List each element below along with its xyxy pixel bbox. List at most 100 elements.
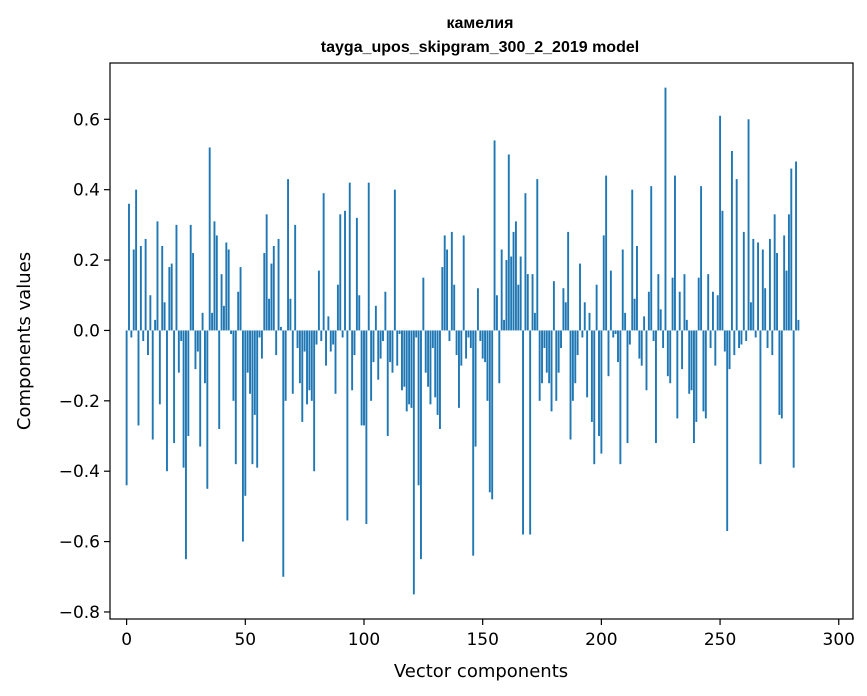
bar [647,291,650,331]
bar [600,330,603,454]
bar [467,330,470,338]
bar [761,249,764,331]
y-tick-label: −0.6 [59,533,100,553]
bar [555,330,558,401]
y-tick-label: −0.8 [59,603,100,623]
bar [783,235,786,331]
bar [602,235,605,331]
bar [619,330,622,465]
bar [764,288,767,331]
bar [170,263,173,331]
bar [258,330,261,338]
bar [291,330,294,394]
y-tick-label: 0.6 [73,110,100,130]
bar [707,274,710,331]
bar [130,330,133,338]
bar [132,249,135,331]
bar [206,330,209,489]
bar [370,330,373,401]
bar [505,260,508,331]
bar [759,330,762,465]
bar [790,168,793,331]
bar [655,330,657,444]
bar [251,330,254,465]
bar [541,330,543,384]
bar [628,330,631,345]
bar [671,277,674,331]
bar [249,330,251,394]
chart-subtitle: tayga_upos_skipgram_300_2_2019 model [321,39,639,56]
bar [745,330,748,341]
bar [458,330,460,408]
bar [488,330,491,493]
bar [149,295,152,331]
bar [142,330,145,341]
bar [766,330,769,349]
bar [422,277,425,331]
bar [476,288,479,331]
bar [450,231,453,331]
bar [218,330,221,429]
bar [495,295,498,331]
bar [189,224,192,331]
y-tick-label: 0.2 [73,251,100,271]
bar [201,312,204,331]
bar [740,330,743,345]
bar [196,330,199,352]
bar [230,330,233,334]
bar [517,284,520,331]
bar [780,330,783,419]
bar [441,267,444,331]
bar [533,312,536,331]
bar [244,330,247,496]
bar [351,330,354,391]
x-tick-label: 150 [466,630,498,650]
bar [524,193,527,331]
bar [510,256,513,331]
bar [688,330,691,394]
bar [700,186,703,331]
bar [220,274,223,331]
bar [564,302,567,331]
x-tick-label: 300 [823,630,855,650]
bar [787,214,790,331]
bar [424,330,427,373]
bar [420,330,422,560]
bar [657,274,660,331]
bar [355,217,358,331]
bar [446,249,449,331]
bar [213,221,216,331]
bar [678,291,681,331]
bar [263,253,266,331]
bar [225,242,228,331]
bar [776,253,778,331]
bar [410,330,413,408]
bar [571,330,574,401]
bar [562,288,565,331]
bar [306,330,308,405]
bar [773,214,776,331]
bar [507,154,510,331]
bar [265,214,268,331]
bar [609,270,612,331]
bar [128,203,130,331]
bar [204,330,206,384]
bar [716,295,719,331]
bar [384,291,387,331]
bar [486,330,489,401]
bar [237,291,240,331]
bar [771,330,774,356]
x-tick-label: 50 [234,630,256,650]
bar [270,263,273,331]
bar [545,330,548,373]
bar [294,224,297,331]
y-axis: −0.8 −0.6 −0.4 −0.2 0.0 0.2 0.4 0.6 [59,110,110,623]
bar [579,263,581,331]
bar [638,330,641,359]
bar [795,161,797,331]
bar [455,330,458,356]
bar [536,179,539,331]
bar [481,330,484,359]
bar [315,330,318,345]
bar [282,330,285,577]
